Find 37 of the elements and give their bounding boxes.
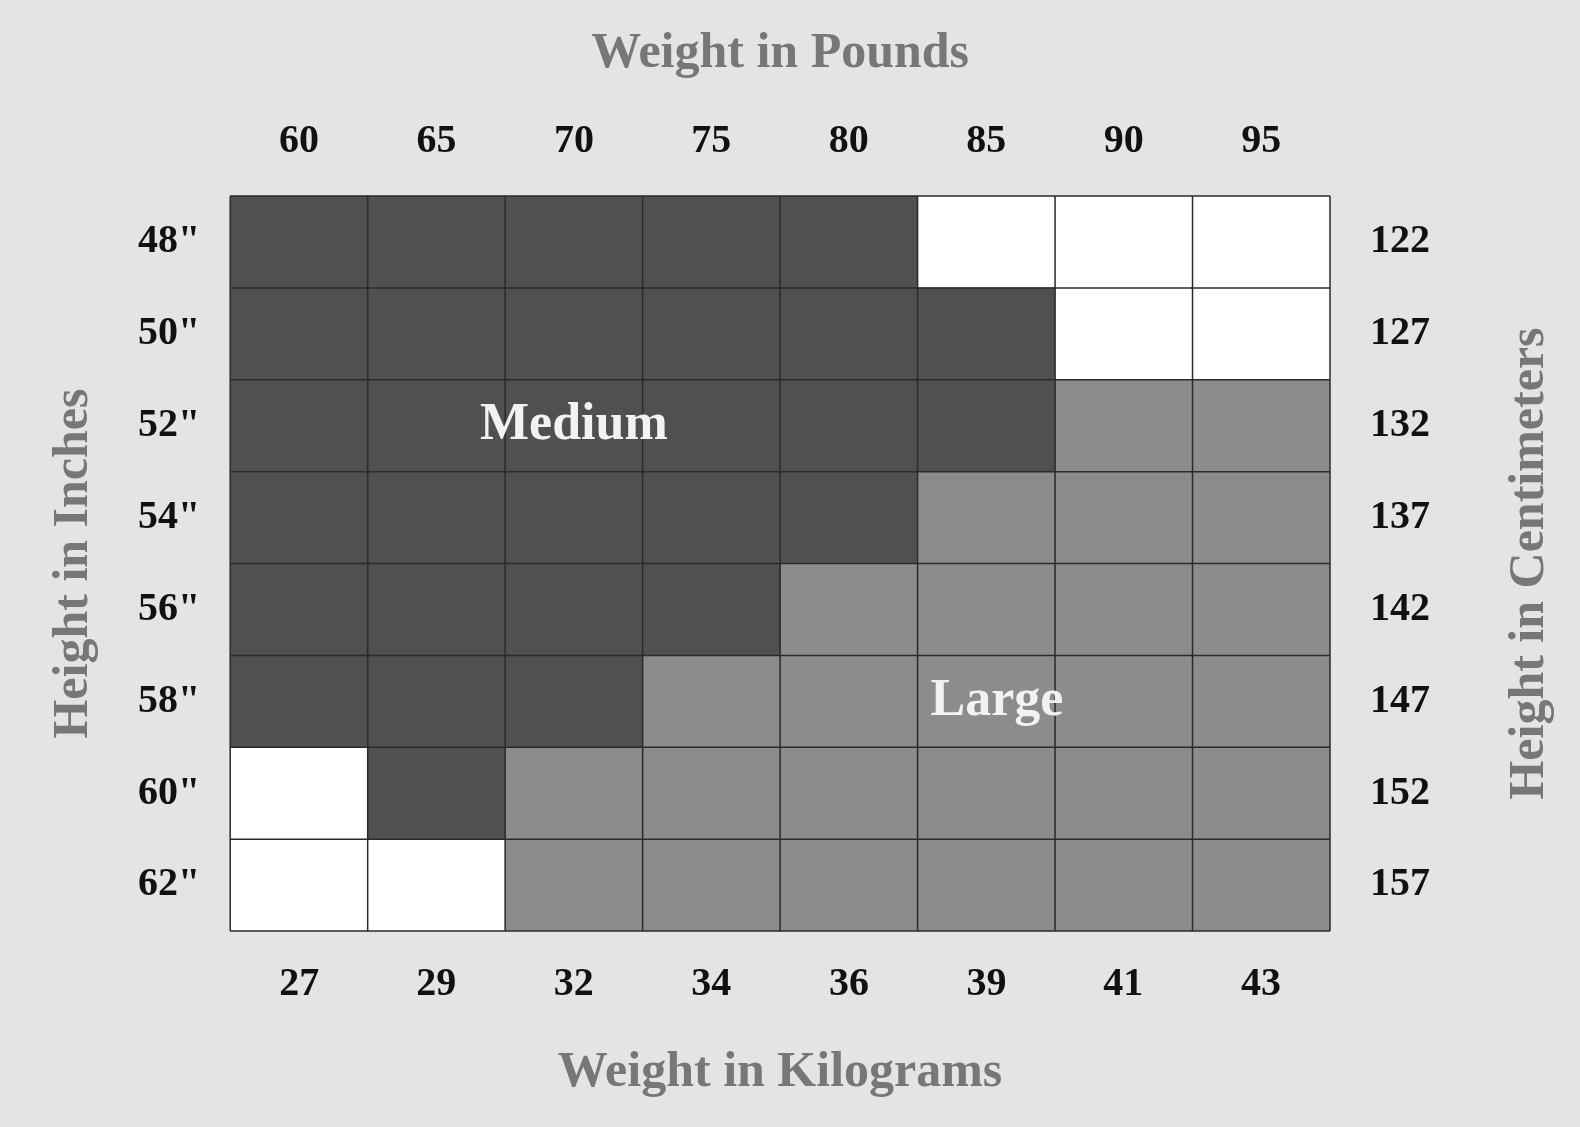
x-tick-label: 36 (828, 959, 869, 1005)
y2-tick-label: 142 (1370, 583, 1430, 629)
x2-tick-label: 85 (966, 116, 1007, 162)
y-tick-label: 52" (137, 400, 201, 446)
y2-tick-label: 157 (1370, 859, 1430, 905)
x2-tick-label: 65 (416, 116, 457, 162)
y2-tick-label: 127 (1370, 308, 1430, 354)
y-axis-title: Height in Inches (41, 388, 98, 739)
x-axis-title: Weight in Kilograms (557, 1040, 1003, 1097)
x2-tick-label: 60 (278, 116, 319, 162)
x-tick-label: 32 (553, 959, 594, 1005)
x2-tick-label: 90 (1103, 116, 1144, 162)
x2-tick-label: 80 (828, 116, 869, 162)
y-tick-label: 60" (137, 767, 201, 813)
x2-tick-label: 70 (553, 116, 594, 162)
y-tick-label: 62" (137, 859, 201, 905)
x-tick-label: 27 (279, 959, 320, 1005)
y-tick-label: 54" (137, 491, 201, 537)
y-tick-label: 56" (137, 583, 201, 629)
y2-tick-label: 147 (1370, 675, 1430, 721)
y2-tick-label: 137 (1370, 491, 1430, 537)
y2-axis-title: Height in Centimeters (1497, 327, 1554, 800)
y2-tick-label: 152 (1370, 767, 1430, 813)
x-tick-label: 29 (416, 959, 457, 1005)
y2-tick-label: 132 (1370, 400, 1430, 446)
x-tick-label: 43 (1240, 959, 1281, 1005)
x-tick-label: 41 (1103, 959, 1144, 1005)
x-tick-label: 34 (691, 959, 732, 1005)
x2-axis-title: Weight in Pounds (591, 21, 970, 78)
x-tick-label: 39 (966, 959, 1007, 1005)
x2-tick-label: 75 (691, 116, 732, 162)
x2-tick-label: 95 (1241, 116, 1282, 162)
y-tick-label: 48" (137, 216, 201, 262)
series-label: Medium (480, 393, 668, 451)
y2-tick-label: 122 (1370, 216, 1430, 262)
y-tick-label: 58" (137, 675, 201, 721)
y-tick-label: 50" (137, 308, 201, 354)
